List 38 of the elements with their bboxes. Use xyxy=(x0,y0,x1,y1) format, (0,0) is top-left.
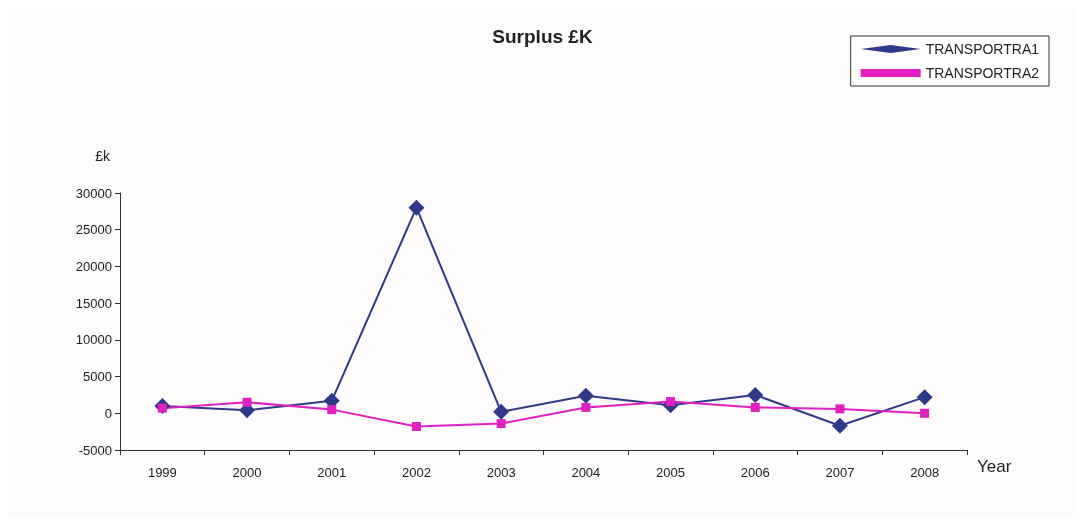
x-tick-label: 2001 xyxy=(317,465,347,480)
x-tick-label: 2008 xyxy=(910,465,940,480)
y-tick-label: -5000 xyxy=(78,442,112,458)
point xyxy=(750,402,760,412)
legend-label: TRANSPORTRA2 xyxy=(925,65,1040,81)
y-tick-label: 25000 xyxy=(75,222,112,238)
point xyxy=(327,405,337,415)
x-tick-label: 2006 xyxy=(740,465,770,480)
chart-title: Surplus £K xyxy=(492,26,593,47)
y-tick-label: 5000 xyxy=(83,369,112,385)
point xyxy=(835,404,845,414)
x-tick-label: 2003 xyxy=(486,465,516,480)
x-tick-label: 2007 xyxy=(825,465,855,480)
point xyxy=(666,397,676,407)
x-tick-label: 2005 xyxy=(656,465,686,480)
point xyxy=(242,397,252,407)
point xyxy=(493,403,510,420)
x-tick-label: 2002 xyxy=(401,465,431,480)
y-tick-label: 30000 xyxy=(75,185,112,201)
point xyxy=(747,386,764,403)
x-tick-label: 2004 xyxy=(571,465,601,480)
y-axis-title: £k xyxy=(95,148,111,164)
point xyxy=(411,422,421,431)
point xyxy=(916,389,933,406)
point xyxy=(408,199,425,216)
y-tick-label: 20000 xyxy=(75,258,112,274)
y-tick-label: 15000 xyxy=(75,295,112,311)
point xyxy=(577,387,594,404)
legend-label: TRANSPORTRA1 xyxy=(925,41,1040,57)
point xyxy=(496,419,506,429)
x-axis-title: Year xyxy=(977,457,1012,476)
point xyxy=(831,417,848,434)
x-tick-label: 2000 xyxy=(232,465,262,480)
x-tick-label: 1999 xyxy=(147,465,177,480)
point xyxy=(581,402,591,412)
y-tick-label: 0 xyxy=(104,405,112,421)
point xyxy=(920,408,930,418)
y-tick-label: 10000 xyxy=(75,332,112,348)
